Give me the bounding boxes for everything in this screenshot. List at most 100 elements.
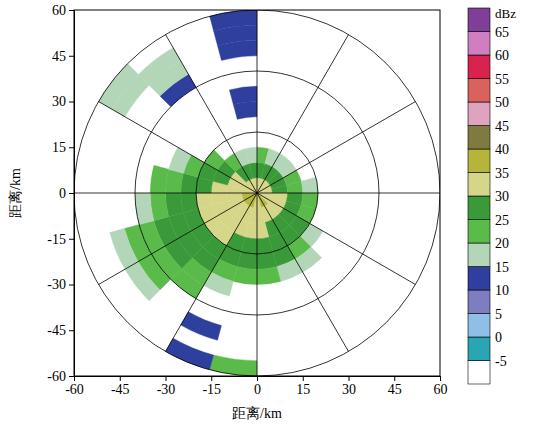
x-tick: -45: [111, 376, 130, 397]
echo-cell: [204, 150, 224, 170]
y-tick-label: 30: [52, 94, 66, 109]
colorbar-swatch: [468, 79, 490, 103]
echo-cell: [286, 181, 302, 193]
x-axis-title: 距离/km: [232, 406, 282, 421]
echo-cell: [229, 86, 257, 104]
y-tick-mark: [69, 193, 74, 194]
echo-cell: [257, 222, 269, 238]
colorbar-tick-label: 35: [495, 166, 509, 181]
x-tick-label: -60: [65, 382, 84, 397]
y-tick-mark: [69, 376, 74, 377]
azimuth-spoke: [257, 35, 349, 193]
echo-cell: [181, 312, 222, 340]
y-tick-mark: [69, 285, 74, 286]
echo-cell: [125, 262, 160, 301]
y-tick: 60: [52, 3, 74, 18]
x-axis-line: [75, 377, 441, 382]
colorbar-tick-label: 10: [495, 283, 509, 298]
y-tick-label: 0: [59, 186, 66, 201]
x-tick-label: 0: [254, 382, 261, 397]
azimuth-spoke: [257, 102, 415, 194]
colorbar-tick-label: 0: [495, 330, 502, 345]
x-tick: -30: [157, 376, 176, 397]
x-tick: 45: [388, 376, 402, 397]
azimuth-spoke: [257, 193, 349, 351]
echo-cell: [138, 48, 180, 85]
echo-cell: [233, 102, 257, 120]
x-axis: -60 -45 -30 -15 0 15 30 45 60: [65, 376, 447, 397]
y-tick-label: -30: [47, 277, 66, 292]
x-tick-label: -15: [202, 382, 221, 397]
y-tick-mark: [69, 56, 74, 57]
echo-cell: [166, 193, 184, 217]
y-tick-label: 15: [52, 140, 66, 155]
colorbar-swatch: [468, 173, 490, 197]
y-tick: -15: [47, 232, 74, 247]
y-tick-mark: [69, 330, 74, 331]
y-tick-mark: [69, 102, 74, 103]
echo-cell: [166, 338, 214, 369]
y-tick-label: -60: [47, 369, 66, 384]
echo-cell: [150, 165, 168, 193]
azimuth-spoke: [257, 193, 415, 285]
y-tick-mark: [69, 147, 74, 148]
x-tick: 0: [254, 376, 261, 397]
y-tick: 30: [52, 94, 74, 109]
y-tick: -30: [47, 277, 74, 292]
colorbar-swatch: [468, 361, 490, 385]
echo-cell: [257, 267, 281, 285]
colorbar-tick-label: 20: [495, 236, 509, 251]
echo-cell: [277, 259, 303, 281]
colorbar-swatch: [468, 243, 490, 267]
colorbar-swatch: [468, 290, 490, 314]
y-tick-mark: [69, 239, 74, 240]
azimuth-spoke: [166, 193, 258, 351]
x-tick: 60: [434, 376, 448, 397]
colorbar-swatch: [468, 149, 490, 173]
y-tick-label: 60: [52, 3, 66, 18]
echo-cell: [257, 252, 277, 269]
echo-cell: [210, 10, 257, 31]
colorbar-tick-label: 15: [495, 260, 509, 275]
plot-frame: [74, 10, 440, 376]
x-tick-mark: [440, 376, 441, 381]
azimuth-spoke: [257, 10, 258, 193]
x-tick-mark: [120, 376, 121, 381]
x-tick-label: 60: [434, 382, 448, 397]
echo-cell: [169, 147, 191, 173]
colorbar-title: dBz: [495, 6, 516, 21]
colorbar-swatch: [468, 102, 490, 126]
echo-cell: [257, 237, 273, 254]
polar-grid: [74, 10, 440, 376]
y-axis-line: [69, 11, 75, 377]
y-tick: 45: [52, 49, 74, 64]
colorbar-swatch: [468, 126, 490, 150]
x-tick-label: 15: [296, 382, 310, 397]
y-tick: -60: [47, 369, 74, 384]
y-tick: 15: [52, 140, 74, 155]
colorbar-swatch: [468, 267, 490, 291]
azimuth-spoke: [74, 193, 257, 194]
echo-cell: [249, 163, 257, 179]
colorbar-tick-label: 55: [495, 72, 509, 87]
echo-cell: [245, 147, 257, 163]
y-tick-label: -45: [47, 323, 66, 338]
x-tick: 15: [296, 376, 310, 397]
echo-cell: [233, 267, 257, 285]
colorbar-swatch: [468, 196, 490, 220]
x-tick: -60: [65, 376, 84, 397]
x-tick: -15: [202, 376, 221, 397]
echo-cell: [196, 193, 213, 209]
x-tick-label: 30: [342, 382, 356, 397]
colorbar-swatch: [468, 314, 490, 338]
colorbar-swatch: [468, 32, 490, 56]
echo-cell: [227, 193, 243, 201]
colorbar-tick-label: 60: [495, 48, 509, 63]
echo-cell: [272, 185, 288, 193]
azimuth-spoke: [257, 193, 258, 376]
echo-cell: [301, 177, 318, 193]
x-tick-mark: [303, 376, 304, 381]
echo-cell: [99, 64, 139, 110]
echo-cell: [166, 169, 184, 193]
chart: -60 -45 -30 -15 0 15 30 45 60 -60 -45 -30 -15 0 15 30 45…: [0, 0, 545, 430]
